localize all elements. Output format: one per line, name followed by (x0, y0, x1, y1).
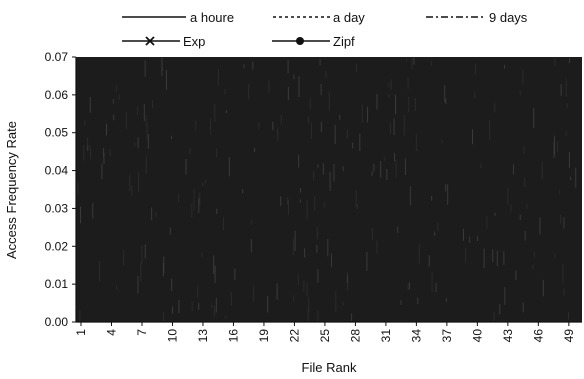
y-tick-label: 0.05 (45, 126, 69, 140)
legend-label-a-houre: a houre (190, 10, 234, 25)
legend-label-zipf: Zipf (333, 34, 355, 49)
x-tick-label: 49 (562, 329, 576, 343)
x-tick-label: 7 (135, 329, 149, 336)
x-axis-title: File Rank (302, 360, 357, 375)
y-tick-label: 0.00 (45, 315, 69, 329)
legend-marker-exp (145, 36, 155, 46)
x-ticks: 1 4 7 10 13 16 19 22 25 28 31 34 37 40 43 46 49 (74, 322, 576, 342)
legend-entry-a-day: a day (273, 10, 365, 25)
x-tick-label: 10 (165, 329, 179, 343)
legend-marker-zipf (296, 37, 304, 45)
x-tick-label: 4 (104, 329, 118, 336)
y-tick-label: 0.03 (45, 201, 69, 215)
y-ticks: 0.00 0.01 0.02 0.03 0.04 0.05 0.06 0.07 (45, 50, 76, 329)
y-tick-label: 0.07 (45, 50, 69, 64)
legend: a houre a day 9 days Exp Zipf (122, 10, 528, 49)
x-tick-label: 1 (74, 329, 88, 336)
y-tick-label: 0.01 (45, 277, 69, 291)
x-tick-label: 16 (226, 329, 240, 343)
x-tick-label: 34 (409, 329, 423, 343)
y-tick-label: 0.06 (45, 88, 69, 102)
x-tick-label: 19 (257, 329, 271, 343)
legend-entry-9-days: 9 days (426, 10, 528, 25)
legend-entry-zipf: Zipf (272, 34, 355, 49)
x-tick-label: 46 (531, 329, 545, 343)
y-axis-title: Access Frequency Rate (4, 121, 19, 259)
legend-entry-exp: Exp (122, 34, 205, 49)
plot-texture (77, 57, 577, 321)
x-tick-label: 25 (318, 329, 332, 343)
x-tick-label: 13 (196, 329, 210, 343)
legend-label-9-days: 9 days (489, 10, 528, 25)
x-tick-label: 31 (379, 329, 393, 343)
x-tick-label: 28 (348, 329, 362, 343)
x-tick-label: 40 (470, 329, 484, 343)
legend-label-exp: Exp (183, 34, 205, 49)
y-tick-label: 0.02 (45, 239, 69, 253)
legend-entry-a-houre: a houre (122, 10, 234, 25)
x-tick-label: 22 (287, 329, 301, 343)
y-tick-label: 0.04 (45, 164, 69, 178)
legend-label-a-day: a day (333, 10, 365, 25)
x-tick-label: 43 (501, 329, 515, 343)
x-tick-label: 37 (440, 329, 454, 343)
